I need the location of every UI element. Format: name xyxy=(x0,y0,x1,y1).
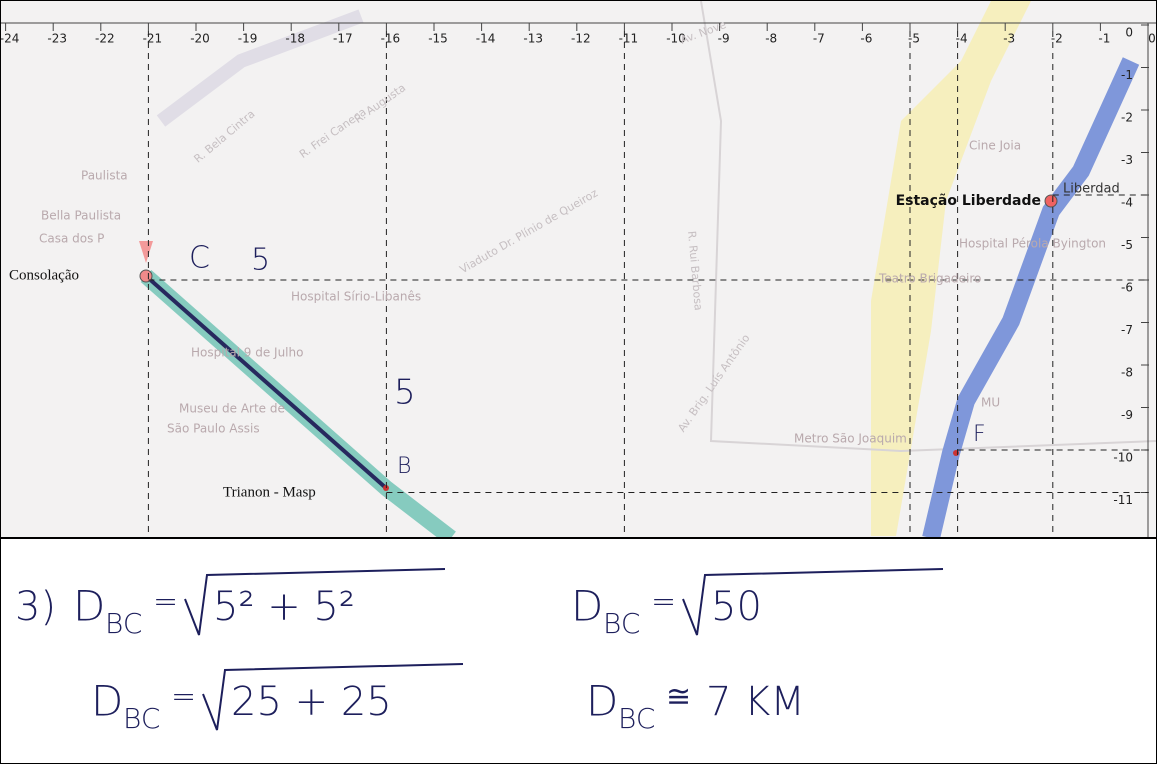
x-tick-label: -19 xyxy=(238,32,258,46)
worksheet: -24-23-22-21-20-19-18-17-16-15-14-13-12-… xyxy=(0,0,1157,764)
x-tick-label: -12 xyxy=(571,32,591,46)
subscript: BC xyxy=(105,607,142,640)
y-tick-label: -8 xyxy=(1121,366,1133,380)
place-label: Hospital 9 de Julho xyxy=(191,346,303,360)
y-tick-label: -4 xyxy=(1121,196,1133,210)
station-label: Trianon - Masp xyxy=(223,484,316,500)
station-label: Estação Liberdade xyxy=(896,193,1041,209)
symbol: D xyxy=(73,582,105,631)
x-tick-label: -17 xyxy=(333,32,353,46)
y-tick-label: -10 xyxy=(1113,451,1133,465)
radicand: 25 + 25 xyxy=(231,679,392,725)
y-tick-label: -2 xyxy=(1121,111,1133,125)
subscript: BC xyxy=(618,702,655,735)
x-tick-label: -22 xyxy=(95,32,115,46)
handwritten-mark: F xyxy=(973,422,986,447)
point-liberdade xyxy=(1045,195,1057,207)
x-tick-label: -6 xyxy=(860,32,872,46)
relation: = xyxy=(153,585,178,620)
x-tick-label: -14 xyxy=(476,32,496,46)
place-label: Metro São Joaquim xyxy=(794,432,907,446)
relation: ≅ xyxy=(666,680,691,715)
y-tick-label: -9 xyxy=(1121,408,1133,422)
symbol: D xyxy=(571,582,603,631)
divider xyxy=(1,537,1156,539)
place-label: Hospital Pérola Byington xyxy=(959,237,1106,251)
symbol: D xyxy=(586,677,618,726)
subscript: BC xyxy=(603,607,640,640)
y-tick-label: -6 xyxy=(1121,281,1133,295)
x-tick-label: -23 xyxy=(47,32,67,46)
x-tick-label: -8 xyxy=(765,32,777,46)
x-tick-label: -11 xyxy=(619,32,639,46)
symbol: D xyxy=(91,677,123,726)
x-tick-label: -2 xyxy=(1051,32,1063,46)
subscript: BC xyxy=(123,702,160,735)
x-tick-label: -4 xyxy=(956,32,968,46)
y-tick-label: -1 xyxy=(1121,68,1133,82)
y-tick-label: -7 xyxy=(1121,323,1133,337)
place-label: Hospital Sírio-Libanês xyxy=(291,290,421,304)
relation: = xyxy=(651,585,676,620)
handwritten-mark: 5 xyxy=(394,373,416,413)
radicand: 50 xyxy=(711,584,762,630)
place-label: Casa dos P xyxy=(39,232,104,246)
relation: = xyxy=(171,680,196,715)
place-label: Cine Joia xyxy=(969,139,1021,153)
x-tick-label: -15 xyxy=(428,32,448,46)
station-label: Consolação xyxy=(9,267,79,283)
item-number: 3) xyxy=(15,584,56,630)
y-tick-label: 0 xyxy=(1125,26,1133,40)
place-label: MU xyxy=(981,396,1000,410)
y-tick-label: -5 xyxy=(1121,238,1133,252)
x-tick-label: -1 xyxy=(1098,32,1110,46)
y-tick-label: -3 xyxy=(1121,153,1133,167)
place-label: Liberdad xyxy=(1063,182,1120,197)
place-label: São Paulo Assis xyxy=(167,422,260,436)
x-tick-label: -24 xyxy=(1,32,19,46)
x-tick-label: -5 xyxy=(908,32,920,46)
x-tick-label: -18 xyxy=(285,32,305,46)
place-label: Teatro Brigadeiro xyxy=(878,272,981,286)
x-tick-label: -3 xyxy=(1003,32,1015,46)
x-tick-label: -13 xyxy=(523,32,543,46)
result: 7 KM xyxy=(706,679,805,725)
handwritten-mark: B xyxy=(397,454,411,479)
place-label: Museu de Arte de xyxy=(179,402,285,416)
x-tick-label: -20 xyxy=(190,32,210,46)
x-tick-label: 0 xyxy=(1148,32,1156,46)
place-label: Bella Paulista xyxy=(41,209,121,223)
place-label: Paulista xyxy=(81,169,128,183)
radicand: 5² + 5² xyxy=(213,584,355,630)
x-tick-label: -21 xyxy=(143,32,163,46)
x-tick-label: -16 xyxy=(381,32,401,46)
map: -24-23-22-21-20-19-18-17-16-15-14-13-12-… xyxy=(1,1,1156,538)
y-tick-label: -11 xyxy=(1113,493,1133,507)
handwritten-mark: C xyxy=(189,241,210,276)
handwritten-mark: 5 xyxy=(251,243,270,278)
x-tick-label: -7 xyxy=(813,32,825,46)
x-tick-label: -9 xyxy=(718,32,730,46)
